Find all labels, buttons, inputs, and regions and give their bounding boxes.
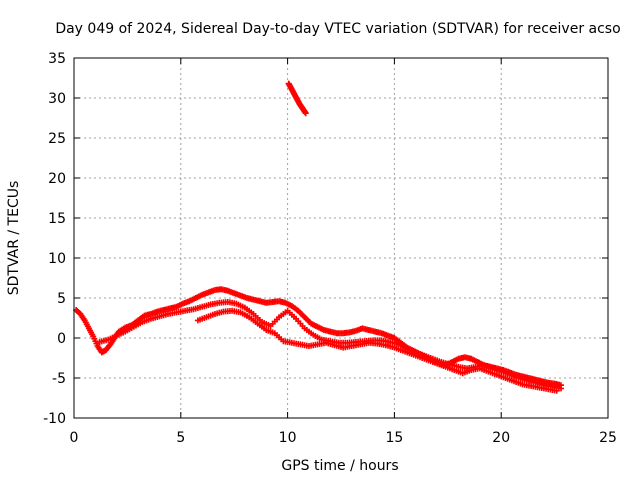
y-tick-label: 30: [48, 91, 66, 107]
y-tick-label: 5: [57, 291, 66, 307]
x-tick-label: 20: [492, 430, 510, 446]
axis-ticks: 0 5 10 15 20 25 -10 -5 0 5 10 15 20 25 30 35: [43, 51, 617, 446]
y-tick-label: 15: [48, 211, 66, 227]
y-tick-label: 10: [48, 251, 66, 267]
x-axis-label: GPS time / hours: [281, 458, 398, 474]
plot-frame: [73, 57, 609, 419]
y-tick-label: -10: [43, 411, 66, 427]
y-axis-label: SDTVAR / TECUs: [6, 181, 22, 296]
y-tick-label: 25: [48, 131, 66, 147]
chart-title: Day 049 of 2024, Sidereal Day-to-day VTE…: [55, 21, 620, 37]
y-tick-label: 35: [48, 51, 66, 67]
x-tick-label: 0: [70, 430, 79, 446]
x-tick-label: 15: [385, 430, 403, 446]
data-point: [558, 385, 565, 392]
data-point: [302, 110, 309, 117]
y-tick-label: 20: [48, 171, 66, 187]
data-points: [73, 80, 565, 394]
x-tick-label: 10: [279, 430, 297, 446]
grid: [74, 58, 608, 418]
x-tick-label: 25: [599, 430, 617, 446]
y-tick-label: -5: [52, 371, 66, 387]
x-tick-label: 5: [176, 430, 185, 446]
y-tick-label: 0: [57, 331, 66, 347]
data-point: [553, 387, 560, 394]
